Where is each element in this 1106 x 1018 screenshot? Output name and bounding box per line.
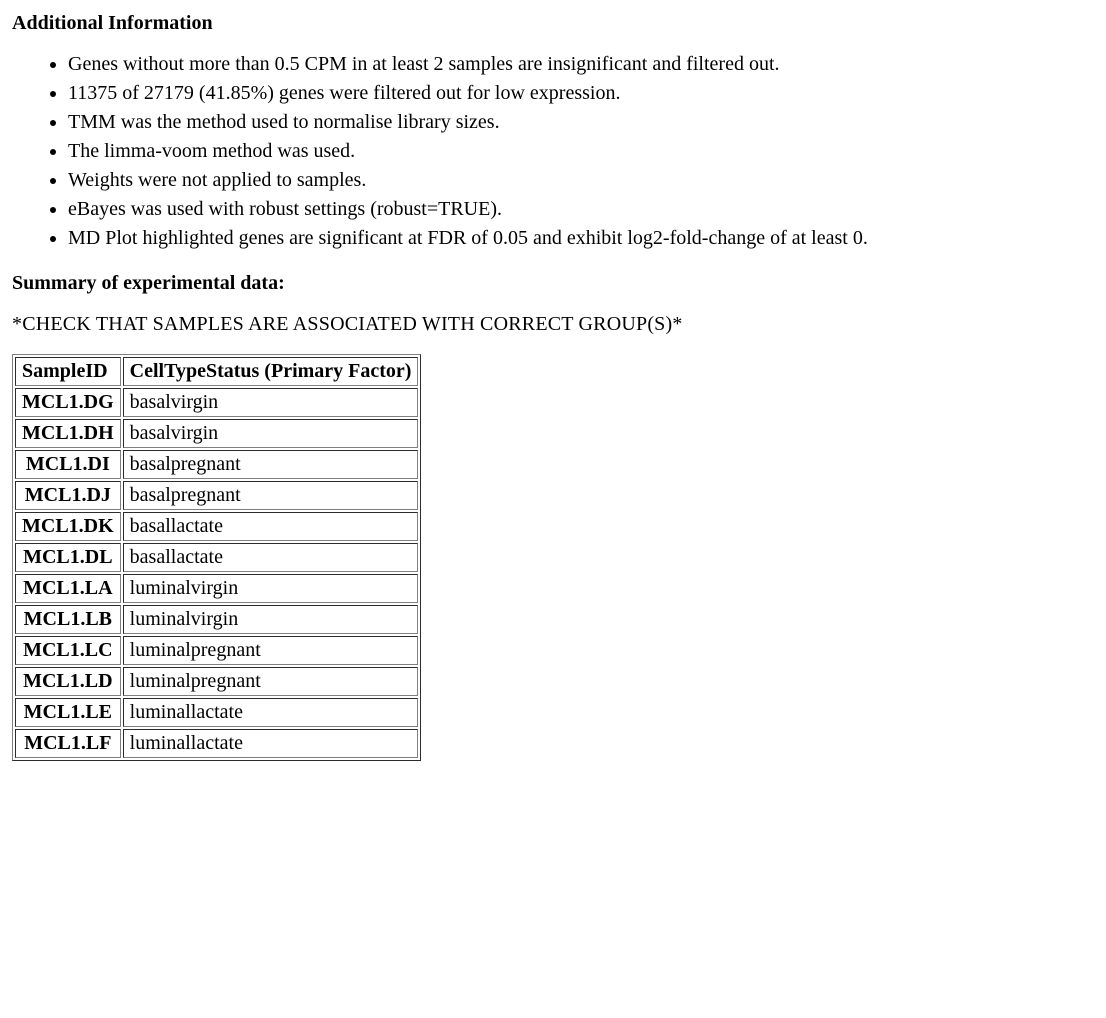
info-list-item: 11375 of 27179 (41.85%) genes were filte…: [68, 80, 1094, 107]
info-list-item: The limma-voom method was used.: [68, 138, 1094, 165]
check-note: *CHECK THAT SAMPLES ARE ASSOCIATED WITH …: [12, 313, 1094, 336]
table-row: MCL1.LAluminalvirgin: [15, 574, 418, 603]
info-list-item: Weights were not applied to samples.: [68, 167, 1094, 194]
section-heading: Additional Information: [12, 12, 1094, 35]
cell-celltype: basalpregnant: [123, 450, 419, 479]
table-row: MCL1.LCluminalpregnant: [15, 636, 418, 665]
cell-celltype: luminallactate: [123, 698, 419, 727]
cell-celltype: basalvirgin: [123, 388, 419, 417]
cell-sampleid: MCL1.LD: [15, 667, 121, 696]
cell-celltype: luminalpregnant: [123, 636, 419, 665]
table-row: MCL1.DJbasalpregnant: [15, 481, 418, 510]
cell-sampleid: MCL1.DH: [15, 419, 121, 448]
cell-celltype: luminalpregnant: [123, 667, 419, 696]
table-row: MCL1.DIbasalpregnant: [15, 450, 418, 479]
table-body: MCL1.DGbasalvirginMCL1.DHbasalvirginMCL1…: [15, 388, 418, 758]
cell-celltype: luminalvirgin: [123, 574, 419, 603]
summary-heading: Summary of experimental data:: [12, 272, 1094, 295]
table-row: MCL1.DGbasalvirgin: [15, 388, 418, 417]
cell-celltype: luminallactate: [123, 729, 419, 758]
cell-celltype: basallactate: [123, 543, 419, 572]
cell-celltype: basalvirgin: [123, 419, 419, 448]
info-list-item: TMM was the method used to normalise lib…: [68, 109, 1094, 136]
info-list: Genes without more than 0.5 CPM in at le…: [12, 51, 1094, 252]
table-row: MCL1.DLbasallactate: [15, 543, 418, 572]
table-row: MCL1.LEluminallactate: [15, 698, 418, 727]
table-row: MCL1.LBluminalvirgin: [15, 605, 418, 634]
table-header-celltype: CellTypeStatus (Primary Factor): [123, 357, 419, 386]
cell-celltype: basallactate: [123, 512, 419, 541]
info-list-item: Genes without more than 0.5 CPM in at le…: [68, 51, 1094, 78]
table-row: MCL1.DHbasalvirgin: [15, 419, 418, 448]
table-header-row: SampleID CellTypeStatus (Primary Factor): [15, 357, 418, 386]
cell-celltype: luminalvirgin: [123, 605, 419, 634]
cell-celltype: basalpregnant: [123, 481, 419, 510]
cell-sampleid: MCL1.LA: [15, 574, 121, 603]
cell-sampleid: MCL1.LB: [15, 605, 121, 634]
cell-sampleid: MCL1.LE: [15, 698, 121, 727]
table-row: MCL1.LFluminallactate: [15, 729, 418, 758]
info-list-item: MD Plot highlighted genes are significan…: [68, 225, 1094, 252]
info-list-item: eBayes was used with robust settings (ro…: [68, 196, 1094, 223]
cell-sampleid: MCL1.DK: [15, 512, 121, 541]
cell-sampleid: MCL1.DJ: [15, 481, 121, 510]
table-row: MCL1.DKbasallactate: [15, 512, 418, 541]
cell-sampleid: MCL1.LC: [15, 636, 121, 665]
table-row: MCL1.LDluminalpregnant: [15, 667, 418, 696]
cell-sampleid: MCL1.DI: [15, 450, 121, 479]
cell-sampleid: MCL1.DL: [15, 543, 121, 572]
cell-sampleid: MCL1.LF: [15, 729, 121, 758]
cell-sampleid: MCL1.DG: [15, 388, 121, 417]
table-header-sampleid: SampleID: [15, 357, 121, 386]
sample-table: SampleID CellTypeStatus (Primary Factor)…: [12, 354, 421, 761]
